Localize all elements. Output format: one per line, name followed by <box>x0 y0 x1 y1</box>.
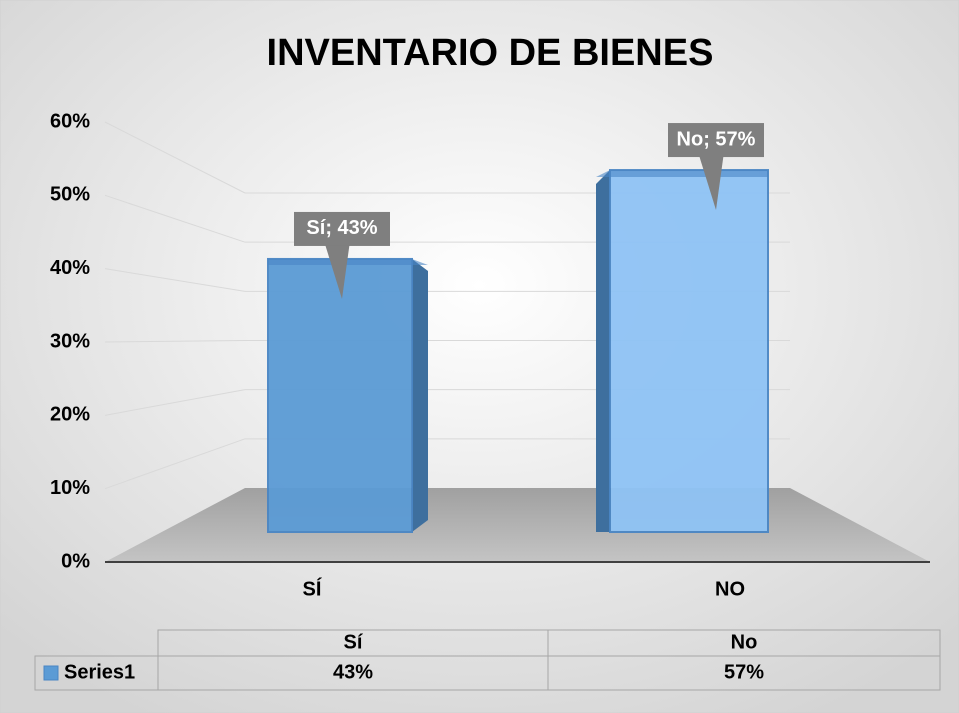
grid-line <box>104 121 246 194</box>
table-value-row <box>34 655 941 691</box>
bar-side <box>412 258 428 532</box>
label-pointer <box>698 152 724 211</box>
floor <box>105 488 930 562</box>
y-tick-label: 50% <box>50 184 90 206</box>
grid-line <box>104 268 246 292</box>
label-pointer <box>324 240 350 299</box>
grid-line <box>104 389 246 416</box>
y-tick-label: 10% <box>50 477 90 499</box>
y-tick-label: 0% <box>61 550 90 572</box>
table-value: 43% <box>333 661 373 683</box>
bar-side <box>596 170 610 533</box>
grid-line <box>104 438 246 490</box>
bar <box>609 169 769 534</box>
value-label: Sí; 43% <box>306 217 377 239</box>
y-tick-label: 30% <box>50 330 90 352</box>
value-label-box <box>668 123 764 158</box>
bar-top <box>596 170 768 178</box>
x-tick-label: SÍ <box>303 577 322 600</box>
chart-title: INVENTARIO DE BIENES <box>267 32 714 74</box>
value-label: No; 57% <box>677 128 756 150</box>
y-tick-label: 20% <box>50 404 90 426</box>
table-header: No <box>731 631 758 653</box>
data-table <box>34 629 941 691</box>
table-header: Sí <box>344 631 364 653</box>
grid-line <box>104 194 246 243</box>
bar <box>267 257 413 533</box>
legend-label: Series1 <box>64 661 135 683</box>
grid-line <box>104 340 246 343</box>
x-tick-label: NO <box>715 578 745 600</box>
table-value: 57% <box>724 661 764 683</box>
value-label-box <box>294 211 390 246</box>
y-tick-label: 40% <box>50 257 90 279</box>
y-tick-label: 60% <box>50 110 90 132</box>
legend-key <box>43 665 59 681</box>
bar-top <box>268 258 428 265</box>
